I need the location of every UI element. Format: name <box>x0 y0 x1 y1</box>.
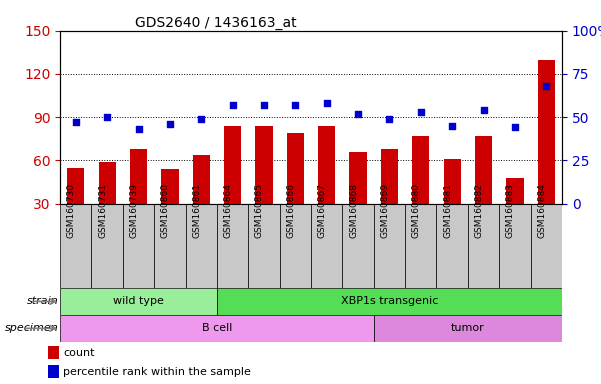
Text: GSM160860: GSM160860 <box>161 183 170 238</box>
Bar <box>130 149 147 204</box>
Bar <box>468 204 499 288</box>
Text: GSM160880: GSM160880 <box>412 183 421 238</box>
Text: B cell: B cell <box>202 323 232 333</box>
Text: GSM160861: GSM160861 <box>192 183 201 238</box>
Bar <box>412 136 430 204</box>
Bar <box>48 365 59 378</box>
Bar <box>99 162 116 204</box>
Text: GSM160881: GSM160881 <box>443 183 452 238</box>
Bar <box>123 204 154 288</box>
Point <box>165 121 175 127</box>
Text: GSM160882: GSM160882 <box>475 183 484 238</box>
Bar <box>48 346 59 359</box>
Text: XBP1s transgenic: XBP1s transgenic <box>341 296 438 306</box>
Bar <box>186 204 217 288</box>
Bar <box>436 204 468 288</box>
Text: GSM160884: GSM160884 <box>537 183 546 238</box>
Bar <box>287 133 304 204</box>
Point <box>385 116 394 122</box>
Bar <box>405 204 436 288</box>
Text: specimen: specimen <box>5 323 59 333</box>
Bar <box>531 204 562 288</box>
Bar <box>343 204 374 288</box>
Bar <box>349 152 367 204</box>
Bar <box>475 136 492 204</box>
Point <box>197 116 206 122</box>
Bar <box>217 204 248 288</box>
Point <box>479 107 489 113</box>
Text: GSM160867: GSM160867 <box>318 183 327 238</box>
Bar <box>506 178 523 204</box>
Point <box>259 102 269 108</box>
Bar <box>499 204 531 288</box>
Text: GSM160868: GSM160868 <box>349 183 358 238</box>
Point <box>542 83 551 89</box>
Bar <box>374 315 562 342</box>
Text: GSM160731: GSM160731 <box>98 183 107 238</box>
Bar <box>538 60 555 204</box>
Text: GSM160883: GSM160883 <box>506 183 515 238</box>
Point <box>322 100 332 106</box>
Text: GSM160864: GSM160864 <box>224 183 233 238</box>
Point <box>416 109 426 115</box>
Bar <box>255 126 273 204</box>
Point <box>102 114 112 120</box>
Bar <box>60 288 217 315</box>
Point <box>133 126 143 132</box>
Bar <box>60 204 91 288</box>
Text: strain: strain <box>28 296 59 306</box>
Point <box>71 119 81 125</box>
Text: count: count <box>63 348 94 358</box>
Bar <box>311 204 343 288</box>
Text: GSM160869: GSM160869 <box>380 183 389 238</box>
Text: GSM160739: GSM160739 <box>129 183 138 238</box>
Bar <box>161 169 178 204</box>
Text: GDS2640 / 1436163_at: GDS2640 / 1436163_at <box>135 16 297 30</box>
Bar <box>374 204 405 288</box>
Text: GSM160866: GSM160866 <box>286 183 295 238</box>
Text: GSM160865: GSM160865 <box>255 183 264 238</box>
Bar <box>279 204 311 288</box>
Bar <box>60 315 374 342</box>
Bar <box>224 126 241 204</box>
Text: GSM160730: GSM160730 <box>67 183 76 238</box>
Bar <box>154 204 186 288</box>
Bar <box>217 288 562 315</box>
Point <box>510 124 520 131</box>
Bar <box>91 204 123 288</box>
Point <box>447 123 457 129</box>
Point <box>290 102 300 108</box>
Text: percentile rank within the sample: percentile rank within the sample <box>63 367 251 377</box>
Bar <box>444 159 461 204</box>
Bar <box>192 155 210 204</box>
Bar <box>67 167 84 204</box>
Bar <box>248 204 279 288</box>
Point <box>353 111 363 117</box>
Text: wild type: wild type <box>113 296 164 306</box>
Bar <box>318 126 335 204</box>
Text: tumor: tumor <box>451 323 485 333</box>
Bar <box>381 149 398 204</box>
Point <box>228 102 237 108</box>
